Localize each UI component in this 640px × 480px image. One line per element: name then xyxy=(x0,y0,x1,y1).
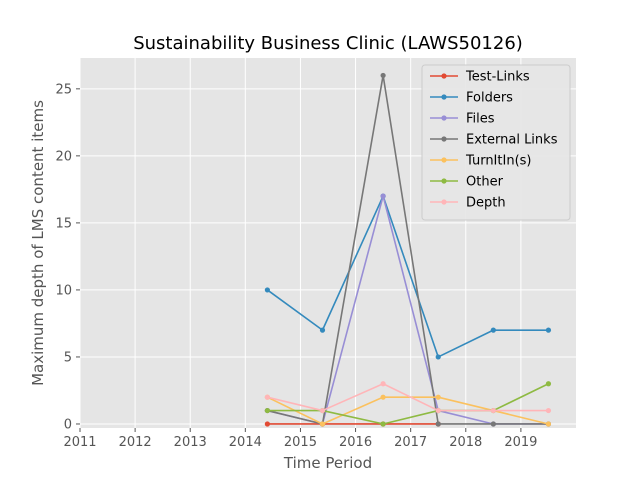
data-point xyxy=(545,421,552,427)
series-line xyxy=(267,382,549,412)
legend-item: TurnItIn(s) xyxy=(430,154,531,169)
data-point xyxy=(264,394,270,400)
legend-label: Depth xyxy=(466,196,506,211)
y-tick-label: 20 xyxy=(55,149,72,164)
legend: Test-Links Folders Files External Links Turn… xyxy=(421,64,571,221)
data-point xyxy=(545,407,552,414)
legend-marker xyxy=(441,199,447,205)
x-tick-label: 2018 xyxy=(449,435,482,450)
x-tick-label: 2016 xyxy=(339,435,372,450)
series-layer xyxy=(264,72,552,427)
legend-marker xyxy=(441,73,447,79)
y-tick-label: 15 xyxy=(55,216,72,231)
series-line xyxy=(267,383,549,425)
legend-marker xyxy=(441,115,447,121)
data-point xyxy=(545,327,552,333)
y-axis-ticks: 0 5 10 15 20 25 xyxy=(55,82,80,432)
series-line xyxy=(266,195,549,358)
data-point xyxy=(435,421,441,427)
grid-lines xyxy=(79,58,576,428)
x-tick-label: 2013 xyxy=(174,435,207,450)
y-axis-label: Maximum depth of LMS content items xyxy=(29,100,47,386)
data-point xyxy=(319,407,326,414)
data-point xyxy=(490,421,496,427)
y-tick-label: 25 xyxy=(55,82,72,97)
data-point xyxy=(380,193,386,199)
legend-item: Files xyxy=(430,112,495,127)
x-axis-ticks: 2011 2012 2013 2014 2015 2016 2017 2018 2019 xyxy=(63,428,537,450)
x-tick-label: 2015 xyxy=(284,435,317,450)
data-point xyxy=(380,72,386,79)
legend-item: Other xyxy=(430,175,504,190)
data-point xyxy=(264,407,270,414)
data-point xyxy=(380,381,386,387)
x-tick-label: 2014 xyxy=(229,435,262,450)
legend-box xyxy=(421,64,571,221)
data-point xyxy=(380,394,386,400)
data-point xyxy=(380,421,386,427)
data-point xyxy=(490,407,496,414)
y-tick-label: 0 xyxy=(64,417,72,432)
legend-item: Depth xyxy=(430,196,506,211)
data-point xyxy=(264,287,270,293)
legend-marker xyxy=(441,136,447,142)
x-tick-label: 2011 xyxy=(63,435,96,450)
x-axis-label: Time Period xyxy=(283,454,372,472)
data-point xyxy=(490,327,496,333)
data-point xyxy=(435,394,441,400)
legend-item: Test-Links xyxy=(430,70,530,85)
legend-label: Other xyxy=(466,175,504,190)
series-line xyxy=(267,74,549,425)
legend-item: Folders xyxy=(430,91,513,106)
data-point xyxy=(435,354,441,360)
y-tick-label: 5 xyxy=(64,350,72,365)
data-point xyxy=(264,421,270,427)
x-tick-label: 2012 xyxy=(119,435,152,450)
data-point xyxy=(319,421,326,427)
legend-marker xyxy=(441,157,447,163)
chart-title: Sustainability Business Clinic (LAWS5012… xyxy=(133,33,523,54)
legend-marker xyxy=(441,178,447,184)
y-tick-label: 10 xyxy=(55,283,72,298)
data-point xyxy=(319,327,326,333)
legend-label: Files xyxy=(466,112,495,127)
legend-marker xyxy=(441,94,447,100)
x-tick-label: 2019 xyxy=(504,435,537,450)
legend-label: Folders xyxy=(466,91,513,106)
legend-label: External Links xyxy=(466,133,558,148)
series-depth xyxy=(264,381,552,414)
legend-label: Test-Links xyxy=(465,70,530,85)
legend-item: External Links xyxy=(430,133,558,148)
data-point xyxy=(435,407,441,414)
legend-label: TurnItIn(s) xyxy=(465,154,531,169)
data-point xyxy=(545,381,552,387)
x-tick-label: 2017 xyxy=(394,435,427,450)
